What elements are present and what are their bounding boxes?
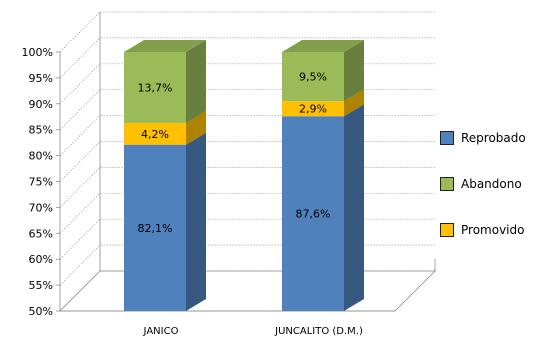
bar-front-abandono <box>282 52 344 102</box>
gridline <box>59 167 435 208</box>
y-tick-label: 95% <box>29 72 53 85</box>
y-tick-label: 55% <box>29 279 53 292</box>
y-tick-label: 100% <box>22 46 53 59</box>
bar-side-promovido <box>186 110 206 145</box>
gridline <box>59 11 435 53</box>
y-tick-label: 65% <box>29 227 53 240</box>
y-tick-label: 85% <box>29 124 53 137</box>
gridline <box>59 63 435 105</box>
bar-stack-1: 87,6% 2,9% 9,5% <box>282 40 364 312</box>
legend-item-reprobado: Reprobado <box>440 130 526 146</box>
legend-label-promovido: Promovido <box>461 223 525 237</box>
gridline <box>59 37 435 79</box>
bar-top <box>282 40 364 52</box>
x-category-label: JUNCALITO (D.M.) <box>274 326 363 337</box>
bar-side-abandono <box>186 40 206 123</box>
legend-item-abandono: Abandono <box>440 176 526 192</box>
y-tick-label: 90% <box>29 98 53 111</box>
bar-segment-reprobado <box>282 104 364 312</box>
bar-front-reprobado <box>124 144 186 311</box>
bar-side-promovido <box>344 89 364 117</box>
legend-swatch-promovido <box>440 223 454 237</box>
bar-side-abandono <box>344 40 364 102</box>
bar-front-promovido <box>124 122 186 145</box>
gridlines <box>59 11 435 312</box>
bar-segment-reprobado <box>124 132 206 311</box>
data-label-reprobado: 87,6% <box>296 208 331 221</box>
data-label-promovido: 2,9% <box>299 103 327 116</box>
y-tick-label: 70% <box>29 201 53 214</box>
bar-front-abandono <box>124 52 186 123</box>
gridline <box>59 192 435 234</box>
gridline <box>59 115 435 156</box>
bar-segment-abandono <box>124 40 206 123</box>
chart-walls <box>59 12 436 312</box>
legend-label-reprobado: Reprobado <box>461 131 526 145</box>
gridline <box>59 141 435 182</box>
bar-segment-promovido <box>282 89 364 117</box>
y-axis-ticks: 50% 55% 60% 65% 70% 75% 80% 85% 90% 95% 100% <box>22 46 60 318</box>
gridline <box>59 89 435 130</box>
legend-swatch-abandono <box>440 177 454 191</box>
bar-front-promovido <box>282 101 344 117</box>
y-tick-label: 50% <box>29 305 53 318</box>
y-tick-label: 75% <box>29 176 53 189</box>
legend-label-abandono: Abandono <box>461 177 522 191</box>
bar-stack-0: 82,1% 4,2% 13,7% <box>124 40 206 311</box>
bar-segment-abandono <box>282 40 364 102</box>
data-label-promovido: 4,2% <box>141 128 169 141</box>
legend: Reprobado Abandono Promovido <box>440 130 526 268</box>
gridline <box>59 270 435 312</box>
y-tick-label: 60% <box>29 253 53 266</box>
legend-swatch-reprobado <box>440 131 454 145</box>
gridline <box>59 218 435 260</box>
bar-top <box>124 40 206 52</box>
data-label-reprobado: 82,1% <box>138 222 173 235</box>
floor <box>59 270 436 312</box>
x-axis-categories: JANICO JUNCALITO (D.M.) <box>143 326 363 337</box>
bars: 82,1% 4,2% 13,7% 87,6% 2,9% 9,5% <box>124 40 364 312</box>
data-label-abandono: 9,5% <box>299 71 327 84</box>
bar-front-reprobado <box>282 116 344 312</box>
data-label-abandono: 13,7% <box>138 81 173 94</box>
bar-segment-promovido <box>124 110 206 145</box>
legend-item-promovido: Promovido <box>440 222 526 238</box>
y-tick-label: 80% <box>29 150 53 163</box>
x-category-label: JANICO <box>143 326 179 337</box>
bar-side-reprobado <box>186 132 206 311</box>
gridline <box>59 244 435 286</box>
bar-side-reprobado <box>344 104 364 312</box>
